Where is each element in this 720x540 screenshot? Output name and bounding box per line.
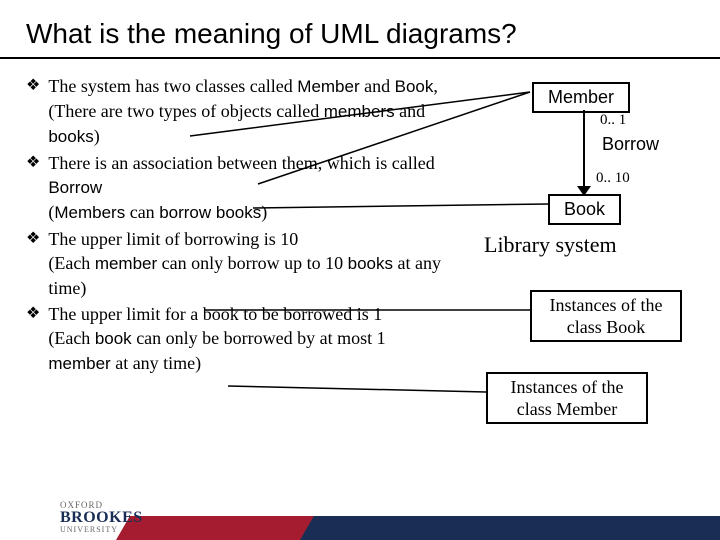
bullet-text: The system has two classes called Member… (48, 74, 446, 149)
instance-box-book: Instances of the class Book (530, 290, 682, 342)
diamond-icon: ❖ (26, 302, 40, 326)
bullet-item: ❖ The upper limit for a book to be borro… (26, 302, 446, 376)
brookes-logo: OXFORD BROOKES UNIVERSITY (60, 501, 143, 534)
uml-association-line (583, 110, 585, 194)
bullet-item: ❖ The system has two classes called Memb… (26, 74, 446, 149)
logo-line3: UNIVERSITY (60, 526, 143, 534)
uml-association-label: Borrow (602, 134, 659, 155)
bullet-list: ❖ The system has two classes called Memb… (26, 74, 446, 378)
bullet-text: The upper limit of borrowing is 10 (Each… (48, 227, 446, 300)
uml-class-member: Member (532, 82, 630, 113)
uml-multiplicity-bottom: 0.. 10 (596, 170, 630, 187)
bullet-text: The upper limit for a book to be borrowe… (48, 302, 446, 376)
diamond-icon: ❖ (26, 151, 40, 175)
bullet-item: ❖ There is an association between them, … (26, 151, 446, 225)
footer-band-navy (300, 516, 720, 540)
title-underline (0, 57, 720, 59)
instance-box-member: Instances of the class Member (486, 372, 648, 424)
diamond-icon: ❖ (26, 74, 40, 98)
bullet-item: ❖ The upper limit of borrowing is 10 (Ea… (26, 227, 446, 300)
footer: OXFORD BROOKES UNIVERSITY (0, 480, 720, 540)
logo-line2: BROOKES (60, 510, 143, 526)
uml-multiplicity-top: 0.. 1 (600, 112, 626, 129)
uml-class-book: Book (548, 194, 621, 225)
bullet-text: There is an association between them, wh… (48, 151, 446, 225)
system-label: Library system (484, 232, 617, 258)
slide-title: What is the meaning of UML diagrams? (26, 18, 517, 50)
diamond-icon: ❖ (26, 227, 40, 251)
